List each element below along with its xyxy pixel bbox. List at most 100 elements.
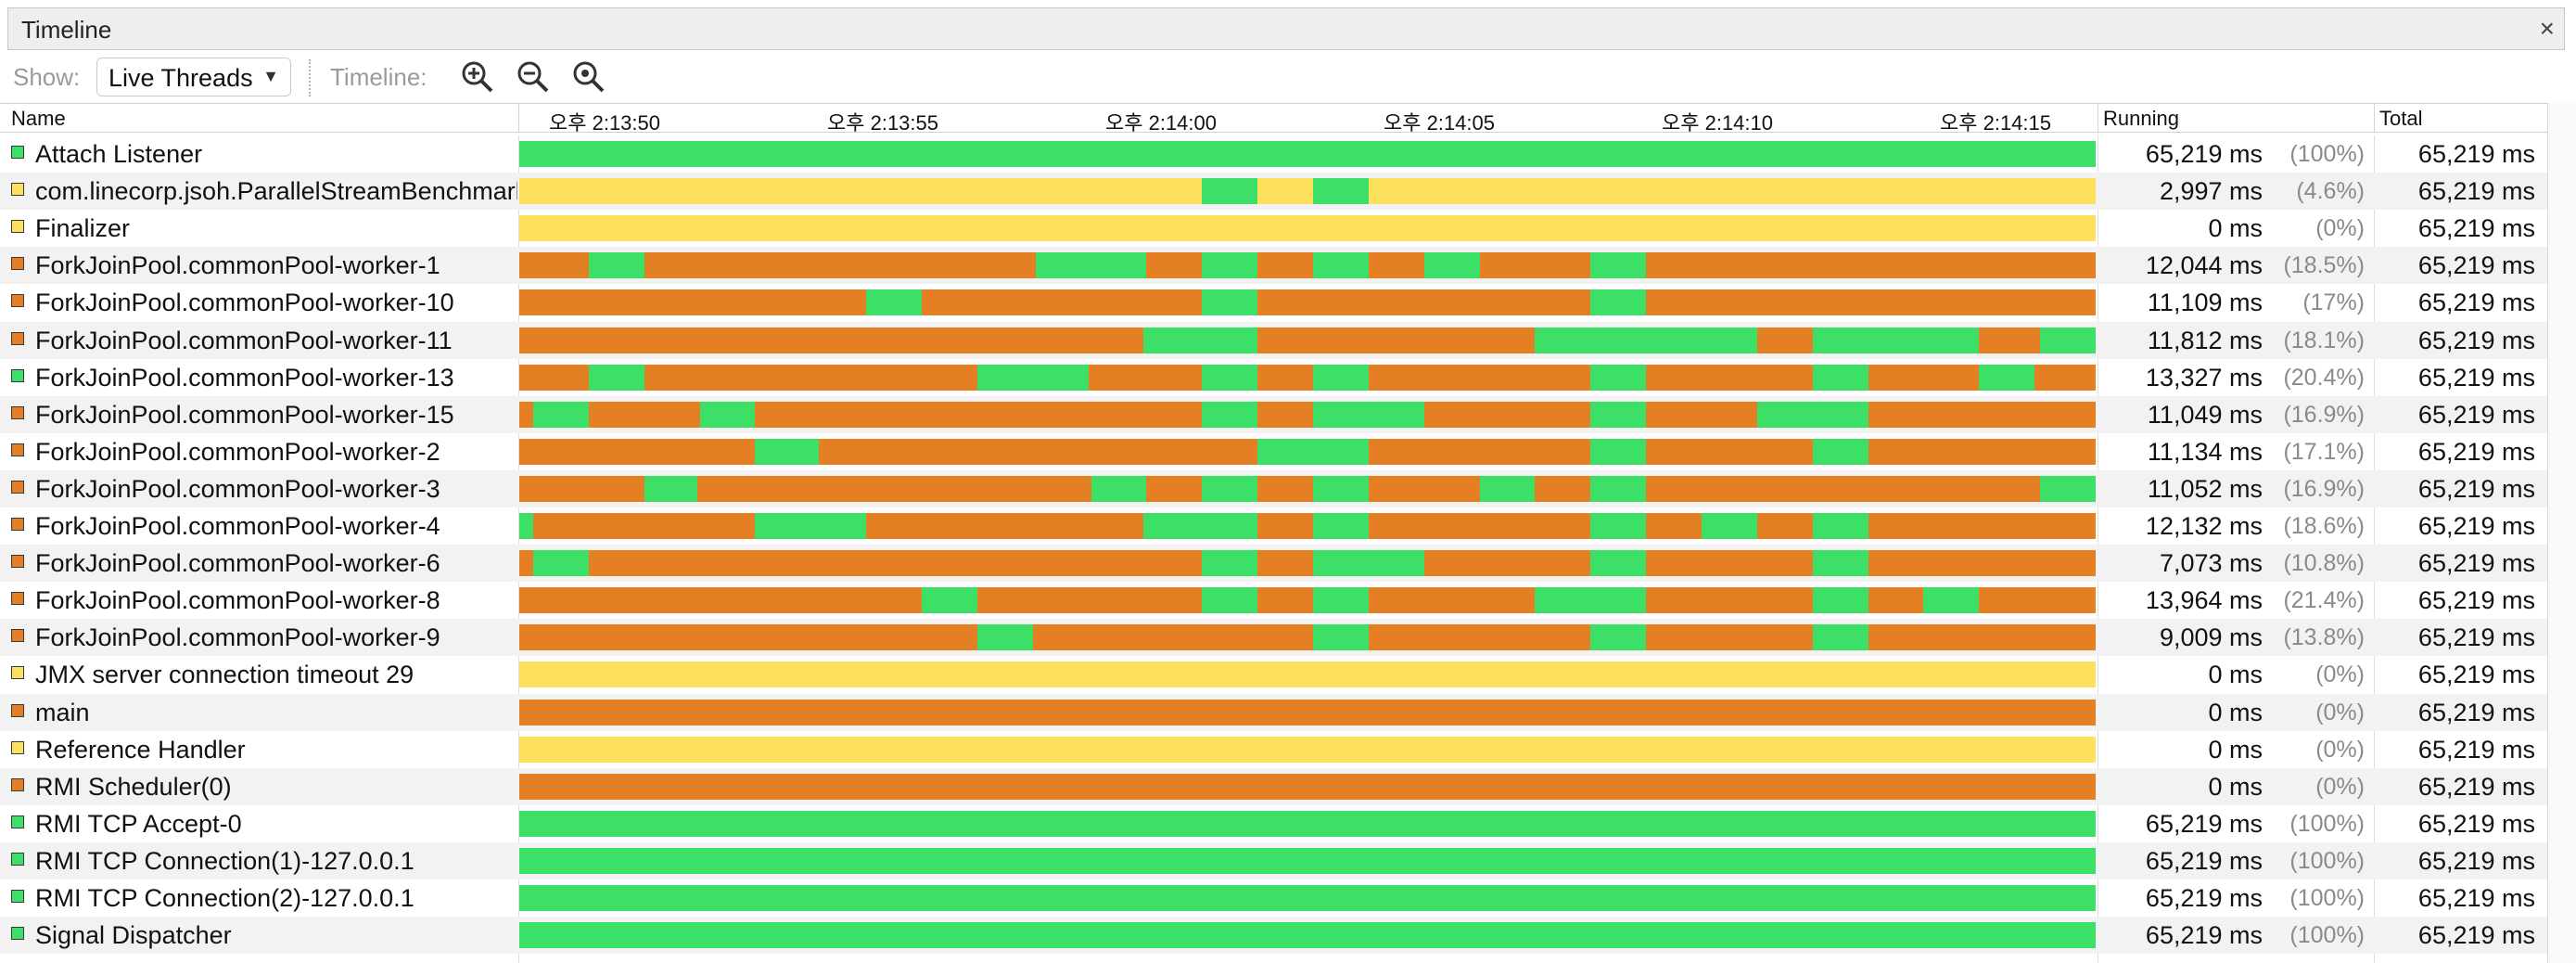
state-segment: [519, 475, 644, 502]
state-segment: [1312, 550, 1424, 577]
thread-row[interactable]: Finalizer 0 ms (0%) 65,219 ms: [0, 210, 2576, 247]
thread-state-marker: [11, 740, 24, 754]
thread-row[interactable]: Signal Dispatcher 65,219 ms (100%) 65,219 m…: [0, 917, 2576, 955]
thread-row[interactable]: Attach Listener 65,219 ms (100%) 65,219 ms: [0, 135, 2576, 173]
thread-name: Attach Listener: [35, 140, 203, 168]
state-segment: [1646, 252, 2096, 279]
running-time: 65,219 ms: [2145, 809, 2263, 838]
thread-row[interactable]: ForkJoinPool.commonPool-worker-1 12,044 m…: [0, 247, 2576, 285]
state-segment: [519, 885, 2096, 911]
thread-row[interactable]: Reference Handler 0 ms (0%) 65,219 ms: [0, 731, 2576, 768]
state-segment: [1312, 513, 1369, 539]
close-icon[interactable]: ×: [2539, 14, 2555, 43]
thread-row[interactable]: RMI TCP Connection(1)-127.0.0.1 65,219 ms…: [0, 841, 2576, 880]
zoom-out-icon[interactable]: [512, 56, 555, 98]
total-time: 65,219 ms: [2417, 772, 2535, 801]
thread-row[interactable]: ForkJoinPool.commonPool-worker-11 11,812 …: [0, 321, 2576, 359]
show-dropdown[interactable]: Live Threads ▼: [96, 58, 291, 96]
state-segment: [1257, 587, 1313, 614]
thread-name: RMI TCP Connection(1)-127.0.0.1: [35, 846, 414, 875]
thread-row[interactable]: ForkJoinPool.commonPool-worker-6 7,073 ms…: [0, 545, 2576, 583]
thread-timeline: [519, 624, 2096, 651]
thread-name: ForkJoinPool.commonPool-worker-10: [35, 289, 454, 317]
thread-row[interactable]: main 0 ms (0%) 65,219 ms: [0, 693, 2576, 731]
state-segment: [1812, 513, 1868, 539]
state-segment: [519, 847, 2096, 874]
show-dropdown-value: Live Threads: [108, 64, 253, 92]
total-time: 65,219 ms: [2417, 809, 2535, 838]
thread-timeline: [519, 810, 2096, 837]
column-header-running[interactable]: Running: [2103, 107, 2179, 130]
state-segment: [588, 550, 1203, 577]
thread-row[interactable]: RMI Scheduler(0) 0 ms (0%) 65,219 ms: [0, 767, 2576, 805]
state-segment: [519, 810, 2096, 837]
state-segment: [1646, 587, 1813, 614]
thread-row[interactable]: ForkJoinPool.commonPool-worker-2 11,134 m…: [0, 433, 2576, 470]
thread-state-marker: [11, 890, 24, 903]
thread-row[interactable]: ForkJoinPool.commonPool-worker-13 13,327 …: [0, 359, 2576, 396]
thread-state-marker: [11, 480, 24, 494]
state-segment: [1812, 364, 1868, 391]
thread-row[interactable]: ForkJoinPool.commonPool-worker-9 9,009 ms…: [0, 619, 2576, 657]
thread-row[interactable]: ForkJoinPool.commonPool-worker-15 11,049 …: [0, 395, 2576, 433]
state-segment: [976, 364, 1089, 391]
thread-row[interactable]: ForkJoinPool.commonPool-worker-3 11,052 m…: [0, 469, 2576, 507]
vertical-scrollbar[interactable]: [2547, 103, 2576, 963]
state-segment: [588, 252, 644, 279]
thread-name: Reference Handler: [35, 735, 246, 764]
state-segment: [519, 327, 1144, 353]
running-time: 11,109 ms: [2147, 289, 2263, 317]
state-segment: [519, 513, 533, 539]
thread-row[interactable]: com.linecorp.jsoh.ParallelStreamBenchmar…: [0, 173, 2576, 211]
state-segment: [1812, 438, 1868, 465]
total-time: 65,219 ms: [2417, 735, 2535, 764]
thread-timeline: [519, 438, 2096, 465]
thread-state-marker: [11, 518, 24, 531]
state-segment: [1868, 587, 1924, 614]
state-segment: [1590, 624, 1647, 651]
thread-row[interactable]: ForkJoinPool.commonPool-worker-10 11,109 …: [0, 284, 2576, 321]
thread-row[interactable]: JMX server connection timeout 29 0 ms (0%)…: [0, 656, 2576, 693]
column-header-total[interactable]: Total: [2379, 107, 2423, 130]
thread-row[interactable]: ForkJoinPool.commonPool-worker-4 12,132 m…: [0, 507, 2576, 545]
toolbar-separator: [309, 59, 311, 96]
column-divider[interactable]: [518, 104, 519, 132]
thread-name: RMI TCP Accept-0: [35, 809, 242, 838]
total-time: 65,219 ms: [2417, 289, 2535, 317]
time-tick-label: 오후 2:14:15: [1940, 111, 2051, 135]
state-segment: [519, 661, 2096, 688]
zoom-in-icon[interactable]: [456, 56, 499, 98]
state-segment: [1646, 289, 2096, 316]
state-segment: [755, 513, 867, 539]
total-time: 65,219 ms: [2417, 698, 2535, 726]
running-time: 65,219 ms: [2145, 140, 2263, 168]
thread-timeline: [519, 289, 2096, 316]
state-segment: [1202, 178, 1258, 205]
column-divider[interactable]: [2374, 104, 2375, 132]
thread-row[interactable]: ForkJoinPool.commonPool-worker-8 13,964 m…: [0, 582, 2576, 619]
thread-timeline: [519, 885, 2096, 911]
state-segment: [1202, 252, 1258, 279]
time-tick-label: 오후 2:14:05: [1384, 111, 1495, 135]
running-time: 2,997 ms: [2159, 177, 2263, 206]
running-time: 0 ms: [2208, 214, 2263, 243]
thread-name: RMI Scheduler(0): [35, 772, 232, 801]
zoom-fit-icon[interactable]: [567, 56, 610, 98]
thread-name: Signal Dispatcher: [35, 921, 232, 950]
state-segment: [1423, 550, 1591, 577]
running-time: 65,219 ms: [2145, 884, 2263, 912]
running-percent: (16.9%): [2283, 401, 2365, 428]
thread-row[interactable]: RMI TCP Connection(2)-127.0.0.1 65,219 ms…: [0, 880, 2576, 917]
thread-timeline: [519, 699, 2096, 725]
state-segment: [699, 401, 756, 428]
thread-state-marker: [11, 183, 24, 197]
thread-row[interactable]: RMI TCP Accept-0 65,219 ms (100%) 65,219 ms: [0, 805, 2576, 842]
time-tick-label: 오후 2:14:00: [1105, 111, 1217, 135]
total-time: 65,219 ms: [2417, 177, 2535, 206]
running-percent: (100%): [2289, 810, 2365, 837]
column-header-name[interactable]: Name: [11, 107, 66, 130]
thread-timeline: [519, 252, 2096, 279]
state-segment: [1312, 475, 1369, 502]
state-segment: [644, 252, 1036, 279]
state-segment: [1812, 624, 1868, 651]
